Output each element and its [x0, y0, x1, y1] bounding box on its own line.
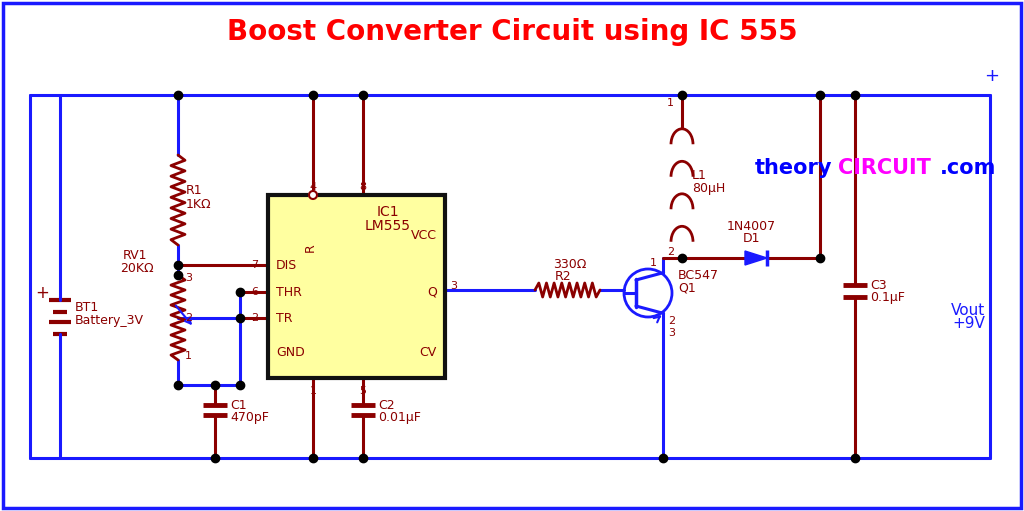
Text: Q1: Q1	[678, 282, 695, 294]
Text: 3: 3	[668, 328, 675, 338]
Polygon shape	[745, 251, 767, 265]
Text: R: R	[303, 244, 316, 252]
Text: .com: .com	[940, 158, 996, 178]
Text: THR: THR	[276, 286, 302, 298]
Text: Boost Converter Circuit using IC 555: Boost Converter Circuit using IC 555	[226, 18, 798, 46]
Text: DIS: DIS	[276, 259, 297, 271]
Text: CIRCUIT: CIRCUIT	[838, 158, 931, 178]
Text: 470pF: 470pF	[230, 410, 269, 424]
Text: 2: 2	[668, 316, 675, 326]
Text: VCC: VCC	[411, 228, 437, 242]
Text: 330Ω: 330Ω	[553, 258, 587, 270]
Circle shape	[309, 191, 317, 199]
Text: D1: D1	[742, 231, 760, 244]
Text: 1: 1	[667, 98, 674, 108]
Text: 3: 3	[185, 273, 193, 283]
Text: theory: theory	[755, 158, 833, 178]
Text: C1: C1	[230, 399, 247, 411]
Text: 1KΩ: 1KΩ	[186, 197, 212, 211]
Text: LM555: LM555	[365, 219, 411, 233]
Text: Q: Q	[427, 286, 437, 298]
Text: 1: 1	[185, 351, 193, 361]
Text: +9V: +9V	[952, 315, 985, 331]
Text: 2: 2	[667, 247, 674, 257]
Text: +: +	[984, 67, 999, 85]
Text: IC1: IC1	[377, 205, 399, 219]
Text: 1: 1	[649, 258, 656, 268]
Text: TR: TR	[276, 312, 293, 324]
Text: 4: 4	[309, 182, 316, 192]
Text: BT1: BT1	[75, 300, 99, 314]
Text: 1: 1	[309, 386, 316, 396]
Bar	[268, 195, 445, 378]
Text: CV: CV	[420, 345, 437, 359]
Text: 7: 7	[252, 260, 259, 270]
Text: 8: 8	[359, 182, 367, 192]
Text: 20KΩ: 20KΩ	[120, 262, 154, 274]
Text: C2: C2	[378, 399, 394, 411]
Text: L1: L1	[692, 169, 707, 181]
Text: 2: 2	[252, 313, 259, 323]
Text: 6: 6	[252, 287, 258, 297]
Text: GND: GND	[276, 345, 305, 359]
Text: BC547: BC547	[678, 268, 719, 282]
Text: R2: R2	[555, 269, 571, 283]
Text: Vout: Vout	[950, 303, 985, 317]
Text: 80μH: 80μH	[692, 181, 725, 195]
Text: 2: 2	[185, 313, 193, 322]
Text: +: +	[35, 284, 49, 302]
Text: 1N4007: 1N4007	[726, 220, 775, 233]
Text: 0.01μF: 0.01μF	[378, 410, 421, 424]
Text: 0.1μF: 0.1μF	[870, 290, 905, 304]
Text: RV1: RV1	[123, 248, 147, 262]
Text: Battery_3V: Battery_3V	[75, 314, 144, 327]
Text: 3: 3	[450, 281, 457, 291]
Text: 5: 5	[359, 386, 367, 396]
Text: C3: C3	[870, 278, 887, 291]
Text: R1: R1	[186, 183, 203, 197]
